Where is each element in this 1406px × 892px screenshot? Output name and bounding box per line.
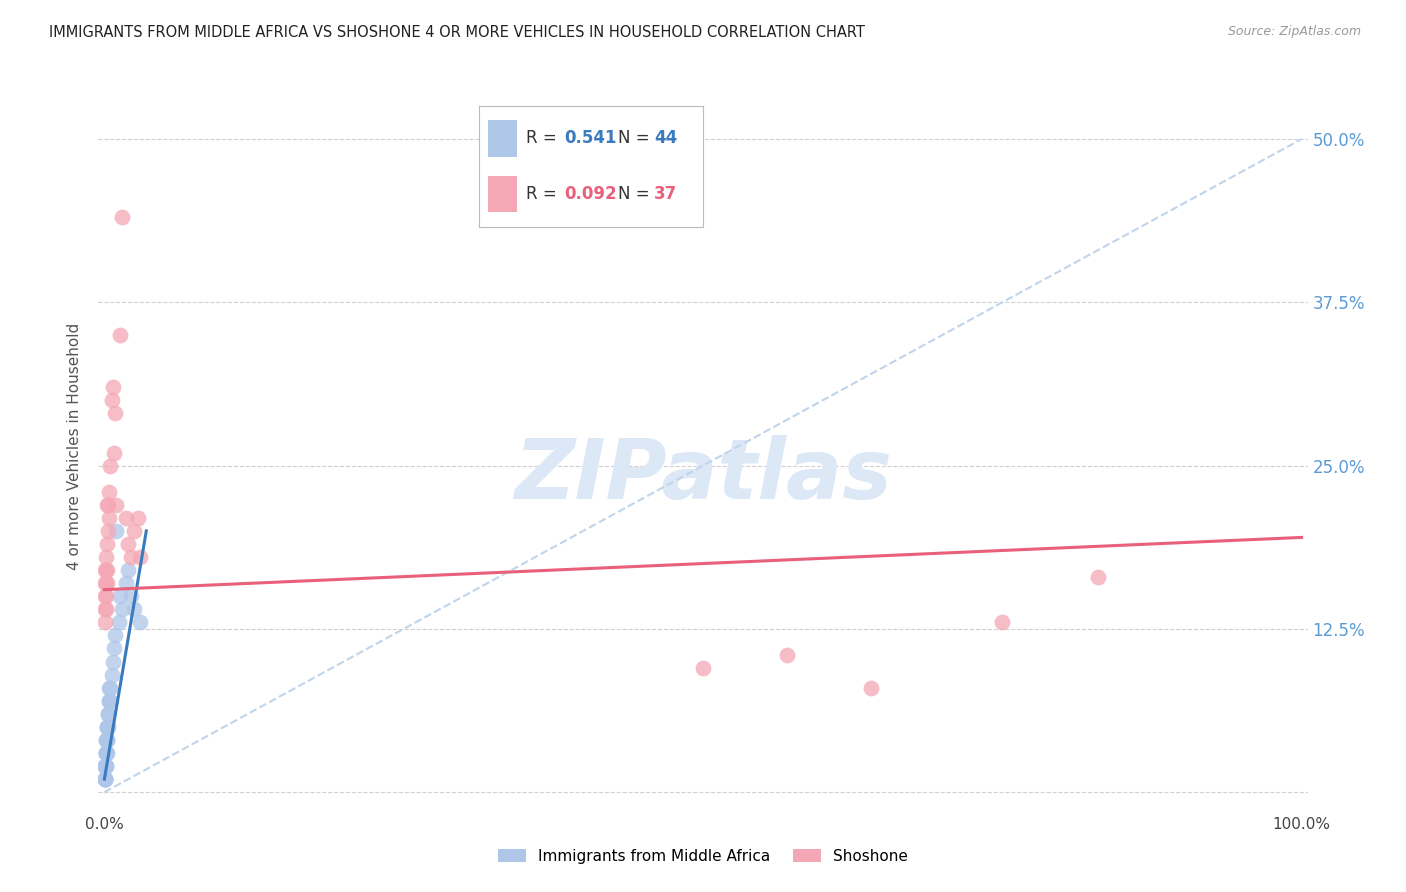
Point: [115, 511, 138, 525]
Point: [94, 772, 117, 786]
Point: [991, 615, 1014, 630]
Point: [96, 549, 118, 564]
Point: [124, 524, 146, 538]
Point: [96, 563, 118, 577]
Point: [96, 720, 118, 734]
Point: [94, 772, 117, 786]
Point: [97, 498, 120, 512]
Y-axis label: 4 or more Vehicles in Household: 4 or more Vehicles in Household: [67, 322, 83, 570]
Point: [101, 655, 124, 669]
Point: [97, 706, 120, 721]
Point: [111, 211, 134, 225]
Point: [94, 759, 117, 773]
Point: [94, 759, 117, 773]
Point: [103, 445, 125, 459]
Point: [129, 615, 152, 630]
Point: [98, 694, 121, 708]
Point: [97, 694, 120, 708]
Point: [98, 511, 121, 525]
Point: [100, 681, 122, 695]
Legend: Immigrants from Middle Africa, Shoshone: Immigrants from Middle Africa, Shoshone: [492, 843, 914, 870]
Point: [108, 589, 131, 603]
Point: [104, 628, 127, 642]
Point: [94, 759, 117, 773]
Point: [98, 681, 121, 695]
Point: [100, 458, 122, 473]
Text: IMMIGRANTS FROM MIDDLE AFRICA VS SHOSHONE 4 OR MORE VEHICLES IN HOUSEHOLD CORREL: IMMIGRANTS FROM MIDDLE AFRICA VS SHOSHON…: [49, 25, 865, 40]
Point: [94, 576, 117, 591]
Point: [692, 661, 714, 675]
Point: [108, 328, 131, 343]
Point: [96, 720, 118, 734]
Point: [101, 380, 124, 394]
Point: [776, 648, 799, 662]
Point: [120, 549, 142, 564]
Point: [120, 589, 142, 603]
Point: [129, 549, 152, 564]
Point: [98, 694, 121, 708]
Point: [94, 772, 117, 786]
Point: [94, 589, 117, 603]
Point: [94, 602, 117, 616]
Point: [94, 759, 117, 773]
Point: [96, 498, 118, 512]
Point: [94, 576, 117, 591]
Point: [94, 746, 117, 760]
Point: [94, 615, 117, 630]
Point: [94, 602, 117, 616]
Point: [117, 537, 139, 551]
Point: [127, 511, 149, 525]
Point: [104, 406, 127, 420]
Point: [96, 732, 118, 747]
Point: [103, 641, 125, 656]
Point: [96, 732, 118, 747]
Point: [96, 720, 118, 734]
Point: [124, 602, 146, 616]
Point: [117, 563, 139, 577]
Point: [100, 393, 122, 408]
Point: [96, 563, 118, 577]
Point: [98, 484, 121, 499]
Point: [96, 746, 118, 760]
Point: [97, 720, 120, 734]
Point: [1087, 569, 1109, 583]
Point: [94, 746, 117, 760]
Text: Source: ZipAtlas.com: Source: ZipAtlas.com: [1227, 25, 1361, 38]
Point: [97, 524, 120, 538]
Point: [94, 759, 117, 773]
Point: [94, 589, 117, 603]
Point: [94, 759, 117, 773]
Point: [96, 732, 118, 747]
Point: [105, 524, 128, 538]
Point: [96, 732, 118, 747]
Point: [96, 537, 118, 551]
Point: [111, 602, 134, 616]
Point: [96, 576, 118, 591]
Point: [94, 746, 117, 760]
Text: ZIPatlas: ZIPatlas: [515, 434, 891, 516]
Point: [107, 615, 129, 630]
Point: [100, 667, 122, 681]
Point: [105, 498, 128, 512]
Point: [859, 681, 882, 695]
Point: [96, 746, 118, 760]
Point: [94, 772, 117, 786]
Point: [97, 706, 120, 721]
Point: [94, 563, 117, 577]
Point: [115, 576, 138, 591]
Point: [94, 772, 117, 786]
